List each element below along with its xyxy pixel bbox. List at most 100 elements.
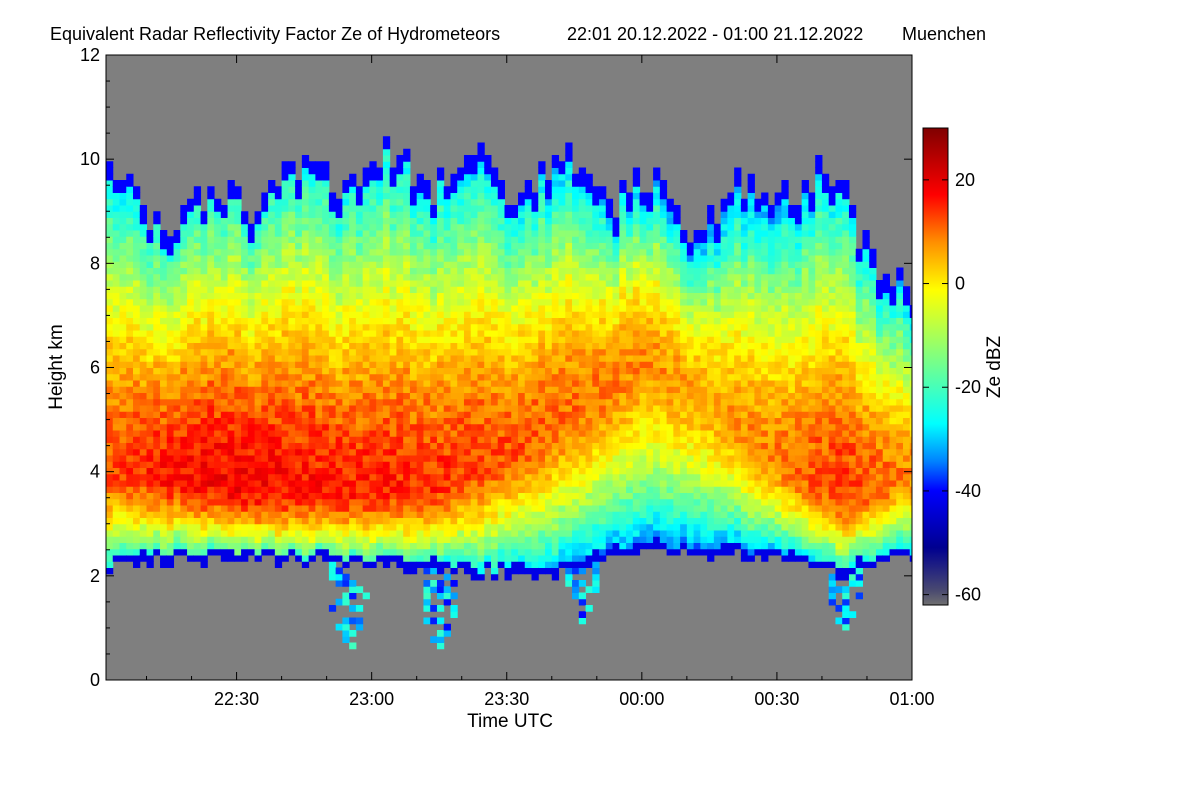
reflectivity-cell	[497, 298, 505, 306]
reflectivity-cell	[288, 473, 296, 481]
reflectivity-cell	[409, 505, 418, 512]
reflectivity-cell	[585, 186, 593, 193]
reflectivity-cell	[207, 223, 215, 231]
reflectivity-cell	[504, 423, 512, 431]
reflectivity-cell	[207, 192, 215, 200]
reflectivity-cell	[585, 373, 593, 381]
reflectivity-cell	[497, 523, 505, 531]
reflectivity-cell	[254, 317, 262, 325]
reflectivity-cell	[362, 286, 370, 293]
reflectivity-cell	[639, 542, 647, 550]
reflectivity-cell	[133, 223, 141, 231]
reflectivity-cell	[551, 561, 560, 568]
reflectivity-cell	[119, 186, 127, 193]
reflectivity-cell	[396, 292, 404, 300]
reflectivity-cell	[315, 455, 323, 462]
reflectivity-cell	[558, 492, 566, 500]
reflectivity-cell	[241, 536, 249, 543]
reflectivity-cell	[254, 548, 262, 556]
chart-period: 22:01 20.12.2022 - 01:00 21.12.2022	[567, 24, 863, 44]
reflectivity-cell	[295, 530, 303, 537]
reflectivity-cell	[335, 411, 343, 418]
reflectivity-cell	[139, 448, 148, 456]
reflectivity-cell	[484, 217, 492, 225]
reflectivity-cell	[146, 248, 154, 256]
reflectivity-cell	[403, 330, 411, 337]
reflectivity-cell	[450, 261, 458, 268]
reflectivity-cell	[484, 548, 492, 556]
reflectivity-cell	[430, 261, 438, 268]
reflectivity-cell	[457, 455, 465, 462]
reflectivity-cell	[416, 436, 424, 443]
reflectivity-cell	[518, 248, 526, 256]
reflectivity-cell	[430, 536, 438, 543]
reflectivity-cell	[187, 542, 195, 550]
reflectivity-cell	[531, 292, 539, 300]
reflectivity-cell	[281, 505, 289, 512]
reflectivity-cell	[295, 205, 303, 212]
reflectivity-cell	[173, 505, 181, 512]
reflectivity-cell	[423, 255, 431, 262]
reflectivity-cell	[457, 473, 465, 481]
reflectivity-cell	[572, 355, 580, 362]
reflectivity-cell	[490, 242, 499, 250]
reflectivity-cell	[322, 273, 330, 281]
reflectivity-cell	[470, 461, 478, 468]
reflectivity-cell	[524, 367, 533, 375]
reflectivity-cell	[112, 411, 120, 418]
reflectivity-cell	[592, 561, 600, 568]
reflectivity-cell	[497, 380, 505, 387]
reflectivity-cell	[200, 411, 208, 418]
reflectivity-cell	[200, 380, 208, 387]
reflectivity-cell	[180, 430, 188, 437]
reflectivity-cell	[133, 480, 141, 487]
reflectivity-cell	[443, 430, 451, 437]
reflectivity-cell	[551, 530, 560, 537]
reflectivity-cell	[484, 173, 492, 181]
reflectivity-cell	[180, 230, 188, 237]
reflectivity-cell	[180, 530, 188, 537]
reflectivity-cell	[355, 230, 364, 237]
reflectivity-cell	[430, 355, 438, 362]
reflectivity-cell	[436, 448, 445, 456]
reflectivity-cell	[247, 473, 256, 481]
reflectivity-cell	[423, 592, 431, 600]
reflectivity-cell	[518, 548, 526, 556]
reflectivity-cell	[180, 517, 188, 525]
reflectivity-cell	[227, 330, 235, 337]
reflectivity-cell	[403, 248, 411, 256]
reflectivity-cell	[106, 305, 114, 312]
reflectivity-cell	[599, 205, 607, 212]
reflectivity-cell	[146, 261, 154, 268]
reflectivity-cell	[430, 586, 438, 593]
reflectivity-cell	[369, 323, 377, 331]
reflectivity-cell	[220, 261, 229, 268]
reflectivity-cell	[416, 217, 424, 225]
reflectivity-cell	[261, 455, 269, 462]
reflectivity-cell	[187, 230, 195, 237]
reflectivity-cell	[558, 286, 566, 293]
reflectivity-cell	[423, 355, 431, 362]
reflectivity-cell	[504, 492, 512, 500]
reflectivity-cell	[274, 486, 283, 493]
reflectivity-cell	[470, 186, 478, 193]
reflectivity-cell	[160, 523, 168, 531]
reflectivity-cell	[173, 248, 181, 256]
reflectivity-cell	[504, 573, 512, 581]
reflectivity-cell	[268, 498, 276, 506]
reflectivity-cell	[585, 230, 593, 237]
reflectivity-cell	[572, 192, 580, 200]
reflectivity-cell	[281, 167, 289, 175]
reflectivity-cell	[200, 536, 208, 543]
reflectivity-cell	[173, 273, 181, 281]
reflectivity-cell	[328, 236, 337, 243]
reflectivity-cell	[585, 555, 593, 562]
reflectivity-cell	[436, 530, 445, 537]
reflectivity-cell	[268, 311, 276, 318]
reflectivity-cell	[200, 273, 208, 281]
reflectivity-cell	[227, 417, 235, 425]
reflectivity-cell	[328, 455, 337, 462]
reflectivity-cell	[416, 398, 424, 406]
reflectivity-cell	[443, 573, 451, 581]
reflectivity-cell	[409, 536, 418, 543]
